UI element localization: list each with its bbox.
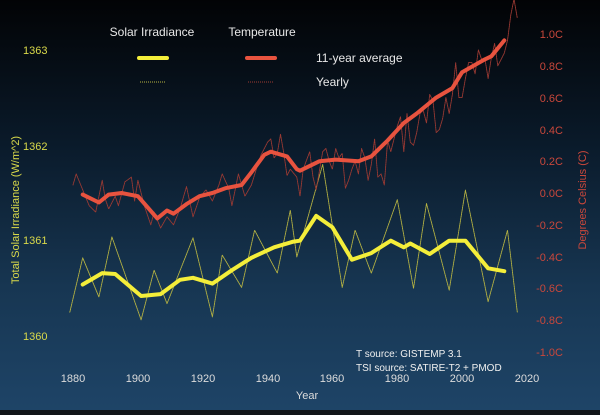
right-tick-label: -0.2C bbox=[536, 220, 563, 232]
legend-label-yearly: Yearly bbox=[316, 75, 349, 89]
solar-irradiance-11-year-average-line bbox=[80, 213, 507, 298]
right-tick-label: -0.6C bbox=[536, 283, 563, 295]
right-tick-label: -1.0C bbox=[536, 347, 563, 359]
temperature-11-year-average-line bbox=[80, 38, 507, 221]
right-axis-ticks: -1.0C -0.8C -0.6C -0.4C -0.2C 0.0C 0.2C … bbox=[536, 29, 563, 359]
source-annotation-temperature: T source: GISTEMP 3.1 bbox=[356, 349, 462, 360]
right-tick-label: -0.4C bbox=[536, 252, 563, 264]
source-annotation-tsi: TSI source: SATIRE-T2 + PMOD bbox=[356, 363, 502, 374]
solar-irradiance-yearly-line bbox=[69, 163, 518, 321]
right-tick-label: 0.8C bbox=[540, 61, 563, 73]
left-tick-label: 1362 bbox=[23, 141, 47, 153]
left-tick-label: 1363 bbox=[23, 45, 47, 57]
legend-header-temperature: Temperature bbox=[228, 25, 296, 39]
right-tick-label: 0.6C bbox=[540, 93, 563, 105]
right-tick-label: 0.2C bbox=[540, 156, 563, 168]
x-tick-label: 1940 bbox=[256, 373, 280, 385]
legend-label-11-year-average: 11-year average bbox=[316, 51, 403, 65]
x-tick-label: 2000 bbox=[450, 373, 474, 385]
x-tick-label: 1980 bbox=[385, 373, 409, 385]
series-layer bbox=[69, 0, 518, 321]
x-tick-label: 1920 bbox=[191, 373, 215, 385]
temperature-yearly-line bbox=[72, 0, 518, 229]
x-tick-label: 1900 bbox=[126, 373, 150, 385]
x-tick-label: 1960 bbox=[320, 373, 344, 385]
left-tick-label: 1361 bbox=[23, 235, 47, 247]
legend-header-solar: Solar Irradiance bbox=[110, 25, 195, 39]
x-axis-title: Year bbox=[296, 390, 319, 402]
left-tick-label: 1360 bbox=[23, 331, 47, 343]
x-tick-label: 1880 bbox=[61, 373, 85, 385]
right-tick-label: 0.4C bbox=[540, 125, 563, 137]
right-tick-label: -0.8C bbox=[536, 315, 563, 327]
x-tick-label: 2020 bbox=[515, 373, 539, 385]
left-axis-title: Total Solar Irradiance (W/m^2) bbox=[10, 136, 22, 284]
right-axis-title: Degrees Celsius (C) bbox=[577, 150, 589, 249]
bottom-strip bbox=[0, 410, 600, 415]
right-tick-label: 0.0C bbox=[540, 188, 563, 200]
right-tick-label: 1.0C bbox=[540, 29, 563, 41]
